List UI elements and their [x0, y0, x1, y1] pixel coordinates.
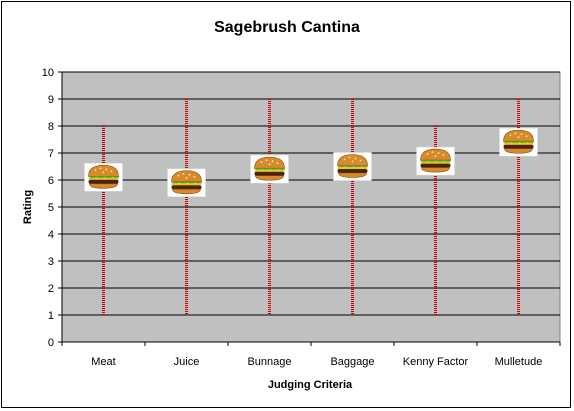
y-axis-title: Rating: [22, 190, 34, 224]
y-tick-label: 7: [48, 148, 54, 160]
plot-area: [61, 71, 561, 343]
x-axis: Meat Juice Bunnage Baggage Kenny Factor Mulle…: [61, 341, 561, 368]
y-tick-label: 10: [42, 67, 54, 79]
y-tick-label: 9: [48, 94, 54, 106]
x-tick-label: Meat: [91, 356, 115, 368]
y-tick-label: 2: [48, 283, 54, 295]
rating-markers: [84, 127, 538, 197]
x-tick-label: Baggage: [330, 356, 374, 368]
x-axis-title: Judging Criteria: [268, 379, 353, 391]
y-tick-label: 6: [48, 175, 54, 187]
y-tick-label: 1: [48, 310, 54, 322]
hamburger-icon: [416, 146, 455, 176]
y-tick-label: 8: [48, 121, 54, 133]
chart-title: Sagebrush Cantina: [214, 19, 360, 36]
x-tick-label: Bunnage: [247, 356, 291, 368]
hamburger-icon: [333, 152, 372, 181]
y-tick-label: 3: [48, 256, 54, 268]
hamburger-icon: [84, 163, 123, 192]
hamburger-icon: [499, 127, 538, 157]
x-tick-label: Juice: [174, 356, 200, 368]
x-tick-label: Kenny Factor: [403, 356, 469, 368]
x-tick-label: Mulletude: [495, 356, 543, 368]
y-axis: 0 1 2 3 4 5 6 7 8 9 10: [42, 67, 63, 349]
y-tick-label: 5: [48, 202, 54, 214]
range-lines: [102, 99, 520, 315]
hamburger-icon: [250, 154, 289, 184]
hamburger-icon: [167, 168, 206, 197]
y-tick-label: 4: [48, 229, 54, 241]
y-tick-label: 0: [48, 337, 54, 349]
